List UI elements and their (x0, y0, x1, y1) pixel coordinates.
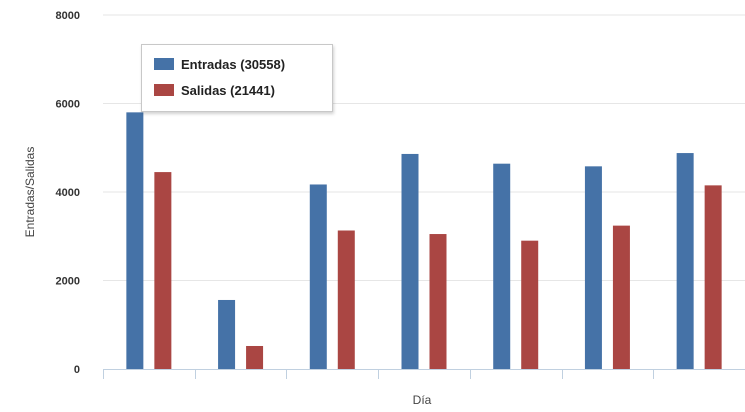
x-axis (103, 369, 745, 379)
legend-item-salidas: Salidas (21441) (154, 81, 275, 99)
bar-entradas[interactable] (218, 299, 236, 369)
legend: Entradas (30558) Salidas (21441) (141, 44, 333, 112)
legend-swatch-entradas (154, 58, 174, 70)
bar-salidas[interactable] (704, 185, 722, 369)
y-tick-label: 2000 (56, 276, 80, 288)
y-tick-labels: 0 2000 4000 6000 8000 (56, 10, 80, 376)
x-axis-title: Día (413, 393, 432, 407)
y-tick-label: 4000 (56, 187, 80, 199)
y-tick-label: 8000 (56, 10, 80, 22)
legend-label-salidas: Salidas (21441) (181, 82, 275, 98)
bar-salidas[interactable] (246, 345, 264, 369)
bars (126, 112, 722, 369)
bar-salidas[interactable] (154, 172, 172, 369)
bar-salidas[interactable] (612, 225, 630, 369)
y-axis-title: Entradas/Salidas (23, 147, 37, 238)
bar-salidas[interactable] (429, 234, 447, 369)
y-tick-label: 6000 (56, 99, 80, 111)
bar-entradas[interactable] (493, 163, 511, 369)
y-tick-label: 0 (74, 364, 80, 376)
legend-label-entradas: Entradas (30558) (181, 56, 286, 72)
bar-entradas[interactable] (309, 184, 327, 369)
legend-item-entradas: Entradas (30558) (154, 55, 285, 73)
bar-entradas[interactable] (401, 153, 419, 369)
bar-salidas[interactable] (521, 240, 539, 369)
bar-entradas[interactable] (126, 112, 144, 369)
bar-entradas[interactable] (584, 166, 602, 369)
legend-swatch-salidas (154, 84, 174, 96)
bar-salidas[interactable] (337, 230, 355, 369)
bar-entradas[interactable] (676, 153, 694, 369)
